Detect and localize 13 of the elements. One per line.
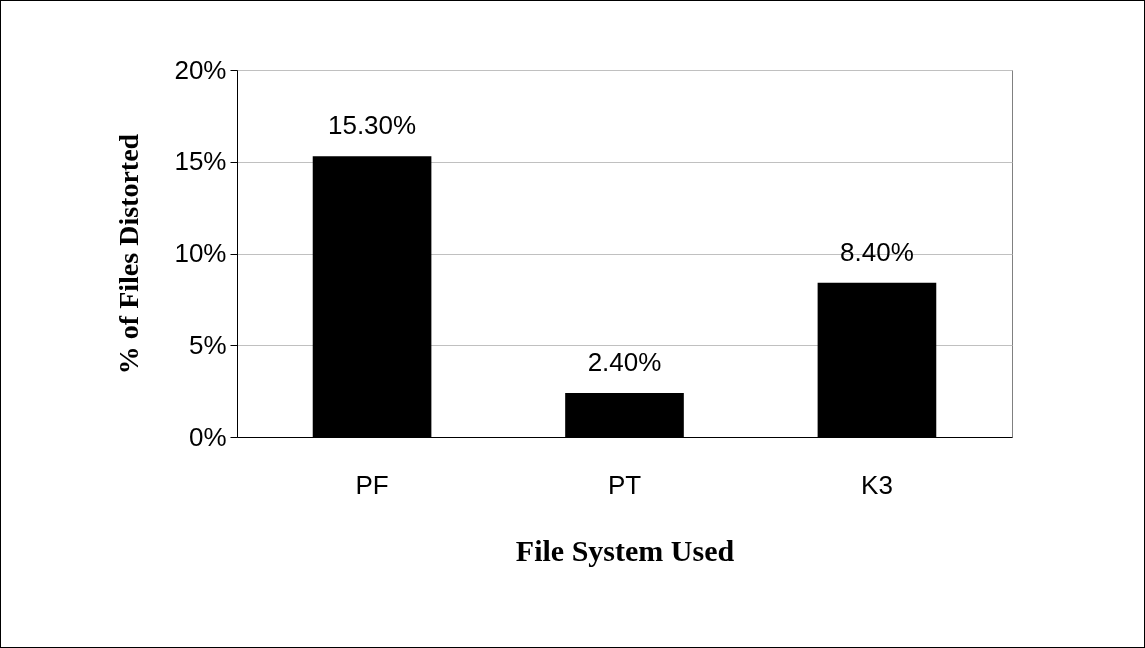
x-axis-title: File System Used [515,533,735,567]
x-tick-label: K3 [861,469,893,500]
x-tick-label: PT [607,469,642,500]
data-label: 2.40% [587,346,662,377]
y-tick-label: 20% [174,54,227,85]
data-label: 15.30% [327,110,417,141]
y-tick-label: 15% [174,146,227,177]
y-tick-label: 5% [188,329,227,360]
x-tick-label: PF [355,469,389,500]
data-label: 8.40% [840,236,914,267]
y-axis-title: % of Files Distorted [113,133,145,375]
y-tick-label: 0% [188,421,227,452]
y-tick-label: 10% [174,238,227,268]
